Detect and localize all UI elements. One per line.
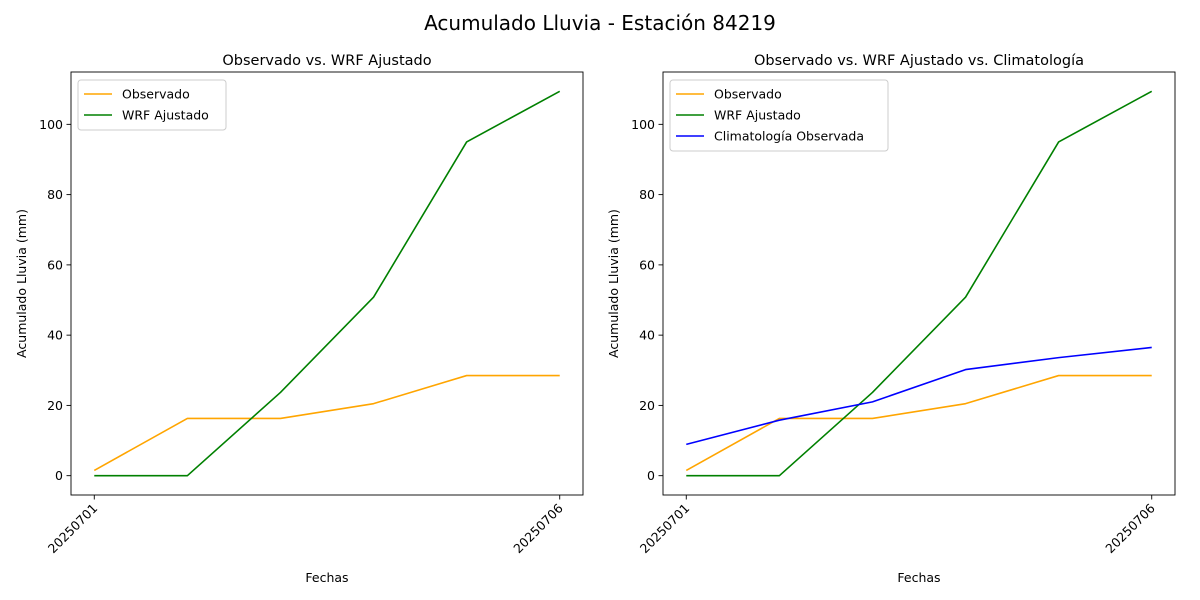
legend-label: Observado	[714, 87, 782, 102]
legend-label: Observado	[122, 87, 190, 102]
figure-suptitle: Acumulado Lluvia - Estación 84219	[424, 11, 776, 35]
y-axis-label: Acumulado Lluvia (mm)	[606, 209, 621, 358]
x-axis-label: Fechas	[305, 570, 348, 585]
x-tick-label: 20250701	[637, 501, 693, 557]
panel-title: Observado vs. WRF Ajustado	[222, 53, 431, 69]
y-tick-label: 100	[39, 117, 63, 132]
x-axis-label: Fechas	[897, 570, 940, 585]
series-line-3	[686, 346, 1152, 446]
chart-panel-2: Observado vs. WRF Ajustado vs. Climatolo…	[606, 53, 1176, 585]
series-line-1	[93, 374, 560, 472]
y-tick-label: 20	[639, 398, 655, 413]
panel-title: Observado vs. WRF Ajustado vs. Climatolo…	[754, 53, 1084, 69]
y-tick-label: 80	[47, 187, 63, 202]
x-tick-label: 20250706	[510, 500, 566, 556]
y-tick-label: 60	[47, 257, 63, 272]
x-tick-label: 20250706	[1102, 500, 1158, 556]
legend: Observado WRF Ajustado Climatología Observ…	[669, 79, 889, 152]
chart-panels: Observado vs. WRF Ajustado 0 20 40 60 80 100 20…	[14, 53, 1176, 585]
series-line-2	[686, 90, 1153, 477]
series-line-1	[685, 374, 1152, 472]
legend-box	[669, 79, 889, 152]
y-axis-label: Acumulado Lluvia (mm)	[14, 209, 29, 358]
x-tick-label: 20250701	[45, 501, 101, 557]
y-tick-label: 60	[639, 257, 655, 272]
legend-label: WRF Ajustado	[714, 108, 801, 123]
y-tick-label: 20	[47, 398, 63, 413]
series-line-2	[94, 90, 561, 477]
y-tick-label: 0	[55, 468, 63, 483]
y-tick-label: 0	[647, 468, 655, 483]
legend-label: Climatología Observada	[714, 129, 864, 144]
legend-label: WRF Ajustado	[122, 108, 209, 123]
chart-panel-1: Observado vs. WRF Ajustado 0 20 40 60 80 100 20…	[14, 53, 584, 585]
axes-frame	[662, 71, 1176, 496]
y-tick-label: 40	[47, 328, 63, 343]
y-tick-label: 80	[639, 187, 655, 202]
y-tick-label: 40	[639, 328, 655, 343]
y-tick-label: 100	[631, 117, 655, 132]
legend: Observado WRF Ajustado	[77, 79, 227, 131]
axes-frame	[70, 71, 584, 496]
legend-box	[77, 79, 227, 131]
